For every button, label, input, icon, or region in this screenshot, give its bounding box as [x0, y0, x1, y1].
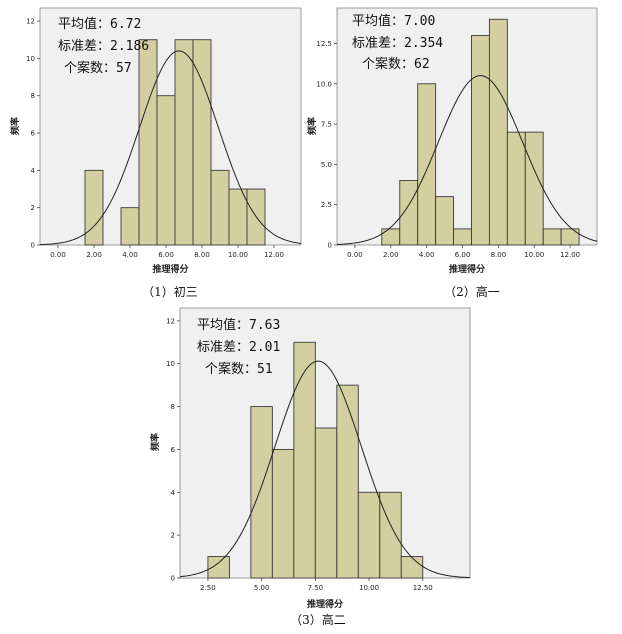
- y-tick-label: 5.0: [321, 161, 332, 169]
- histogram-bar: [314, 427, 338, 579]
- histogram-bar: [524, 131, 544, 246]
- histogram-bar: [228, 188, 248, 246]
- stats-line: 标准差：2.186: [58, 39, 149, 54]
- x-tick-label: 12.50: [413, 584, 433, 592]
- histogram-bar: [138, 39, 158, 246]
- histogram-bar: [207, 556, 230, 579]
- x-tick-label: 6.00: [455, 251, 471, 259]
- histogram-bar: [488, 18, 508, 246]
- x-tick-label: 4.00: [419, 251, 435, 259]
- x-tick-label: 7.50: [308, 584, 324, 592]
- x-axis-label: 推理得分: [449, 263, 485, 275]
- x-tick-label: 2.00: [86, 251, 102, 259]
- stats-line: 平均值：6.72: [58, 16, 141, 32]
- x-tick-label: 5.00: [254, 584, 270, 592]
- plot-area: [336, 7, 598, 246]
- y-tick-label: 10: [166, 360, 175, 368]
- y-tick-label: 2: [31, 204, 35, 212]
- normal-curve: [179, 360, 471, 579]
- y-tick-label: 6: [171, 446, 176, 454]
- y-tick-label: 12.5: [316, 40, 332, 48]
- x-tick-label: 10.00: [359, 584, 379, 592]
- histogram-bar: [156, 95, 176, 246]
- x-axis-label: 推理得分: [307, 598, 343, 610]
- y-tick-label: 8: [31, 92, 35, 100]
- y-tick-label: 0: [31, 242, 35, 250]
- stats-line: 个案数：57: [64, 61, 132, 76]
- y-tick-label: 2.5: [321, 201, 332, 209]
- stats-line: 平均值：7.63: [197, 317, 280, 333]
- stats-line: 标准差：2.354: [352, 36, 443, 51]
- panel-caption: （3）高二: [290, 612, 346, 627]
- histogram-bar: [453, 228, 472, 246]
- y-tick-label: 7.5: [321, 121, 332, 129]
- y-axis-label: 频率: [306, 117, 318, 135]
- x-tick-label: 12.00: [264, 251, 284, 259]
- y-tick-label: 4: [31, 167, 36, 175]
- normal-curve: [336, 75, 598, 245]
- y-tick-label: 12: [26, 18, 35, 26]
- y-tick-label: 12: [166, 317, 175, 325]
- stats-line: 个案数：62: [362, 57, 430, 72]
- x-tick-label: 0.00: [50, 251, 66, 259]
- histogram-bar: [417, 83, 437, 246]
- histogram-bar: [381, 228, 401, 246]
- x-tick-label: 0.00: [347, 251, 363, 259]
- histogram-bar: [174, 39, 194, 246]
- x-tick-label: 2.50: [200, 584, 216, 592]
- stats-line: 平均值：7.00: [352, 13, 435, 29]
- y-tick-label: 8: [171, 403, 175, 411]
- histogram-panel-1: 0 2 4 6 8 10 12 0.00 2.00 4.00 6.00 8.00 10.00 12.00 推…: [9, 7, 302, 275]
- x-tick-label: 6.00: [158, 251, 174, 259]
- stats-line: 标准差：2.01: [197, 340, 280, 355]
- histogram-panel-3: 0 2 4 6 8 10 12 2.50 5.00 7.50 10.00 12.50 推理得分 频率 平均值…: [149, 307, 471, 610]
- histogram-bar: [120, 207, 140, 246]
- histogram-bar: [357, 491, 381, 579]
- histogram-bar: [399, 180, 419, 246]
- histogram-bar: [250, 406, 273, 579]
- y-tick-label: 0: [171, 575, 175, 583]
- x-tick-label: 12.00: [560, 251, 580, 259]
- histogram-bar: [400, 556, 424, 579]
- histogram-bar: [210, 169, 230, 246]
- x-tick-label: 10.00: [228, 251, 248, 259]
- y-tick-label: 10.0: [316, 80, 332, 88]
- x-tick-label: 4.00: [122, 251, 138, 259]
- normal-curve: [39, 50, 302, 246]
- histogram-bar: [506, 131, 526, 246]
- y-tick-label: 6: [31, 130, 36, 138]
- stats-line: 个案数：51: [205, 362, 273, 377]
- y-tick-label: 2: [171, 532, 175, 540]
- histogram-bar: [542, 228, 562, 246]
- histogram-bar: [560, 228, 580, 246]
- y-tick-label: 10: [26, 55, 35, 63]
- panel-caption: （1）初三: [142, 285, 198, 299]
- x-tick-label: 2.00: [383, 251, 399, 259]
- histogram-bar: [379, 491, 402, 579]
- histogram-bar: [271, 448, 295, 579]
- x-axis-label: 推理得分: [152, 263, 188, 275]
- y-axis-label: 频率: [9, 117, 21, 135]
- y-axis-label: 频率: [149, 433, 161, 451]
- histogram-bar: [84, 169, 104, 246]
- histogram-bar: [336, 384, 359, 579]
- histogram-bar: [435, 196, 455, 246]
- x-tick-label: 10.00: [524, 251, 544, 259]
- x-tick-label: 8.00: [194, 251, 210, 259]
- y-tick-label: 0: [328, 242, 332, 250]
- histogram-bar: [192, 39, 212, 246]
- histogram-bar: [293, 341, 316, 579]
- x-tick-label: 8.00: [491, 251, 507, 259]
- panel-caption: （2）高一: [444, 284, 500, 299]
- histogram-bar: [471, 34, 490, 246]
- y-tick-label: 4: [171, 489, 176, 497]
- histogram-panel-2: 0 2.5 5.0 7.5 10.0 12.5 0.00 2.00 4.00 6.00 8.00 10…: [306, 7, 598, 275]
